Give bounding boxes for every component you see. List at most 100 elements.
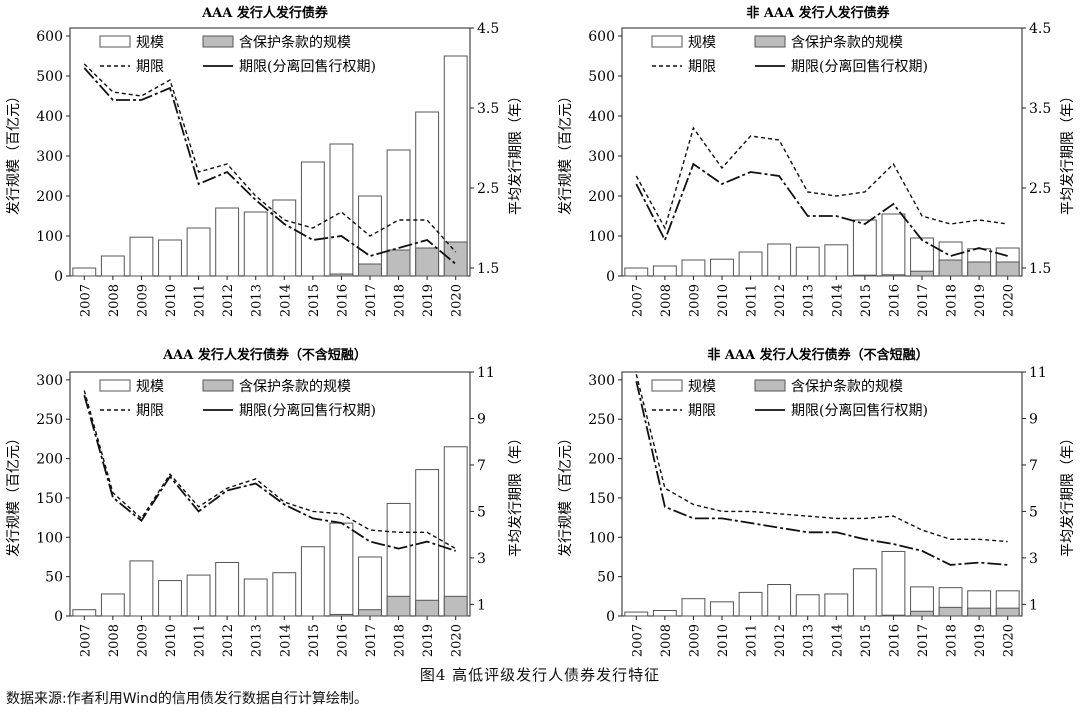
chart-panel-1: AAA 发行人发行债券 0 100 200 300 400 500 600 1.5 2.5 3.5 4… (6, 5, 524, 317)
x-tick-label: 2015 (307, 284, 322, 317)
x-tick-label: 2011 (745, 284, 760, 317)
legend-swatch-size (99, 35, 131, 48)
x-tick-label: 2015 (859, 624, 874, 657)
bar-size (300, 161, 325, 277)
y2-axis-title: 平均发行期限（年） (508, 431, 524, 557)
y-tick-label: 0 (54, 609, 63, 625)
legend-label-size: 规模 (688, 35, 716, 51)
y2-tick-label: 5 (477, 504, 486, 520)
bar-protected (415, 599, 440, 617)
x-tick-label: 2014 (278, 284, 293, 317)
legend-label-protected: 含保护条款的规模 (791, 378, 903, 395)
chart-title: AAA 发行人发行债券 (201, 5, 329, 21)
legend-label-term-separated: 期限(分离回售行权期) (791, 58, 928, 75)
bar-size (100, 593, 125, 617)
x-tick-label: 2008 (659, 624, 674, 657)
x-tick-label: 2009 (687, 284, 702, 317)
x-tick-label: 2017 (364, 624, 379, 657)
bar-protected (995, 261, 1020, 277)
x-tick-label: 2020 (450, 284, 465, 317)
x-tick-label: 2008 (107, 624, 122, 657)
x-tick-label: 2015 (307, 624, 322, 657)
chart-title: AAA 发行人发行债券（不含短融） (162, 347, 367, 363)
y-axis-title: 发行规模（百亿元） (6, 431, 22, 557)
y-tick-label: 300 (588, 373, 615, 389)
y2-tick-label: 1 (1029, 597, 1038, 613)
x-tick-label: 2008 (659, 284, 674, 317)
bar-size (443, 446, 468, 617)
bar-size (881, 550, 906, 617)
bar-size (100, 255, 125, 277)
line-term-separated (83, 67, 457, 265)
bar-size (852, 568, 877, 617)
y-tick-label: 50 (45, 570, 63, 586)
line-term-separated (83, 394, 456, 552)
legend-label-protected: 含保护条款的规模 (239, 34, 351, 51)
y-tick-label: 100 (588, 530, 615, 546)
bar-size (738, 591, 763, 617)
data-source-note: 数据来源:作者利用Wind的信用债发行数据自行计算绘制。 (6, 691, 368, 707)
bar-size (129, 236, 154, 277)
x-tick-label: 2010 (716, 284, 731, 317)
y2-tick-label: 1.5 (1029, 261, 1051, 277)
bar-size (300, 546, 325, 617)
x-tick-label: 2018 (393, 284, 408, 317)
x-tick-label: 2019 (421, 624, 436, 657)
chart-panel-3: AAA 发行人发行债券（不含短融） 0 50 100 150 200 250 300 1 3 5 7 9… (6, 347, 524, 657)
y2-axis-title: 平均发行期限（年） (1060, 431, 1076, 557)
bar-protected (443, 595, 468, 617)
bar-protected (967, 607, 992, 617)
bar-size (72, 267, 97, 277)
bar-size (243, 211, 268, 277)
y2-tick-label: 1.5 (477, 261, 499, 277)
chart-title: 非 AAA 发行人发行债券 (746, 5, 890, 21)
x-tick-label: 2019 (973, 624, 988, 657)
legend-label-size: 规模 (136, 35, 164, 51)
bar-size (72, 609, 97, 617)
y2-tick-label: 5 (1029, 504, 1038, 520)
y-tick-label: 400 (588, 109, 615, 125)
plot-frame (69, 27, 471, 277)
legend-label-term-separated: 期限(分离回售行权期) (791, 402, 928, 419)
x-tick-label: 2009 (687, 624, 702, 657)
bar-size (624, 611, 649, 617)
bar-size (795, 594, 820, 617)
bar-protected (329, 273, 354, 277)
legend-swatch-protected (754, 379, 786, 392)
chart-panel-2: 非 AAA 发行人发行债券 0 100 200 300 400 500 600 1.5 2.5 3.… (558, 5, 1076, 317)
y-tick-label: 0 (54, 269, 63, 285)
x-tick-label: 2019 (973, 284, 988, 317)
bar-protected (938, 606, 963, 617)
x-tick-label: 2017 (916, 284, 931, 317)
y-tick-label: 300 (588, 149, 615, 165)
x-tick-label: 2013 (802, 624, 817, 657)
bar-size (272, 199, 297, 277)
bar-size (243, 578, 268, 617)
legend-label-protected: 含保护条款的规模 (239, 378, 351, 395)
bar-size (329, 522, 354, 617)
y-tick-label: 300 (36, 373, 63, 389)
bar-protected (443, 241, 468, 277)
legend-label-size: 规模 (136, 379, 164, 395)
chart-title: 非 AAA 发行人发行债券（不含短融） (707, 347, 928, 363)
bar-size (652, 265, 677, 277)
line-term-separated (635, 162, 1008, 257)
legend-swatch-size (651, 35, 683, 48)
x-tick-label: 2011 (193, 284, 208, 317)
bar-size (186, 227, 211, 277)
bar-protected (967, 261, 992, 277)
legend-swatch-size (651, 379, 683, 392)
bar-size (824, 593, 849, 617)
plot-frame (621, 371, 1023, 617)
x-tick-label: 2014 (278, 624, 293, 657)
bar-size (358, 556, 382, 617)
y2-tick-label: 4.5 (1029, 21, 1051, 37)
y-tick-label: 150 (588, 491, 615, 507)
x-tick-label: 2020 (1002, 284, 1017, 317)
figure-charts: AAA 发行人发行债券01002003004005006001.52.53.54… (6, 5, 1076, 657)
y-tick-label: 0 (606, 269, 615, 285)
y-tick-label: 100 (36, 229, 63, 245)
x-tick-label: 2016 (887, 284, 902, 317)
legend-label-term: 期限 (688, 403, 716, 419)
y-tick-label: 250 (36, 412, 63, 428)
